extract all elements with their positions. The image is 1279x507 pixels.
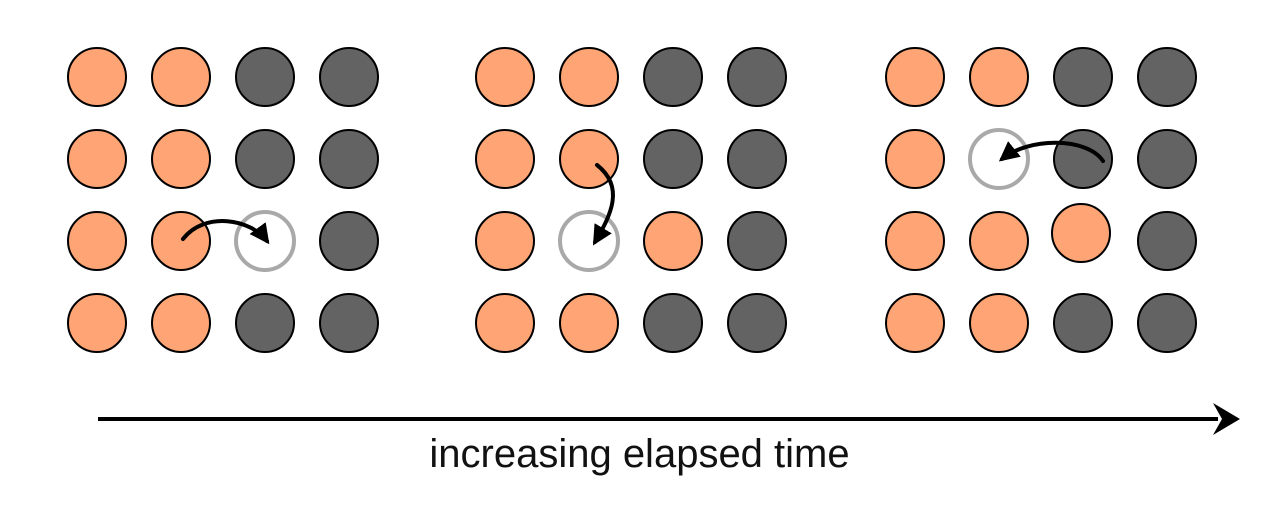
hop-arrow: [592, 163, 615, 246]
dark-atom: [235, 293, 295, 353]
dark-atom: [319, 47, 379, 107]
dark-atom: [727, 211, 787, 271]
orange-atom: [1051, 203, 1111, 263]
orange-atom: [885, 129, 945, 189]
orange-atom: [151, 293, 211, 353]
vacancy-site: [968, 128, 1030, 190]
orange-atom: [151, 211, 211, 271]
hop-arrow: [181, 219, 270, 245]
orange-atom: [559, 293, 619, 353]
dark-atom: [727, 129, 787, 189]
dark-atom: [235, 47, 295, 107]
panel-2: [475, 47, 787, 353]
orange-atom: [67, 293, 127, 353]
orange-atom: [475, 211, 535, 271]
orange-atom: [559, 47, 619, 107]
time-axis-label: increasing elapsed time: [429, 432, 850, 476]
dark-atom: [727, 47, 787, 107]
orange-atom: [885, 47, 945, 107]
dark-atom: [643, 129, 703, 189]
dark-atom: [1137, 47, 1197, 107]
panel-1: [67, 47, 379, 353]
dark-atom: [643, 47, 703, 107]
dark-atom: [1137, 293, 1197, 353]
orange-atom: [475, 293, 535, 353]
orange-atom: [969, 293, 1029, 353]
dark-atom: [1053, 47, 1113, 107]
orange-atom: [475, 129, 535, 189]
orange-atom: [67, 47, 127, 107]
orange-atom: [969, 211, 1029, 271]
dark-atom: [643, 293, 703, 353]
dark-atom: [727, 293, 787, 353]
orange-atom: [969, 47, 1029, 107]
dark-atom: [1053, 293, 1113, 353]
time-arrow: [98, 403, 1240, 435]
dark-atom: [235, 129, 295, 189]
dark-atom: [319, 293, 379, 353]
orange-atom: [151, 129, 211, 189]
time-arrow-head: [1213, 403, 1240, 435]
orange-atom: [643, 211, 703, 271]
orange-atom: [475, 47, 535, 107]
panel-3: [885, 47, 1197, 353]
orange-atom: [67, 129, 127, 189]
dark-atom: [1137, 129, 1197, 189]
orange-atom: [885, 211, 945, 271]
hop-arrow: [998, 140, 1105, 163]
vacancy-site: [558, 210, 620, 272]
orange-atom: [67, 211, 127, 271]
orange-atom: [885, 293, 945, 353]
dark-atom: [319, 211, 379, 271]
dark-atom: [1137, 211, 1197, 271]
dark-atom: [319, 129, 379, 189]
panels-layer: [67, 47, 1197, 353]
orange-atom: [151, 47, 211, 107]
